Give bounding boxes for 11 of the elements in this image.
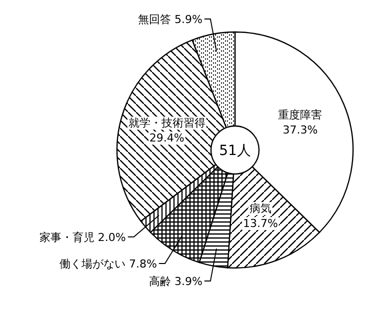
slice-label: 高齢 3.9% (148, 275, 202, 288)
slice-label: 家事・育児 2.0% (39, 230, 126, 244)
data-label: 13.7% (242, 217, 278, 230)
data-label: 37.3% (282, 123, 318, 136)
slice-label: 働く場がない 7.8% (60, 257, 157, 270)
slice-label: 病気 (249, 202, 272, 216)
data-label: 29.4% (149, 132, 184, 145)
slice-label: 無回答 5.9% (138, 12, 202, 26)
slice-label: 就学・技術習得 (128, 116, 206, 130)
text: 51人 (219, 143, 251, 159)
slice-label: 重度障害 (278, 108, 322, 122)
